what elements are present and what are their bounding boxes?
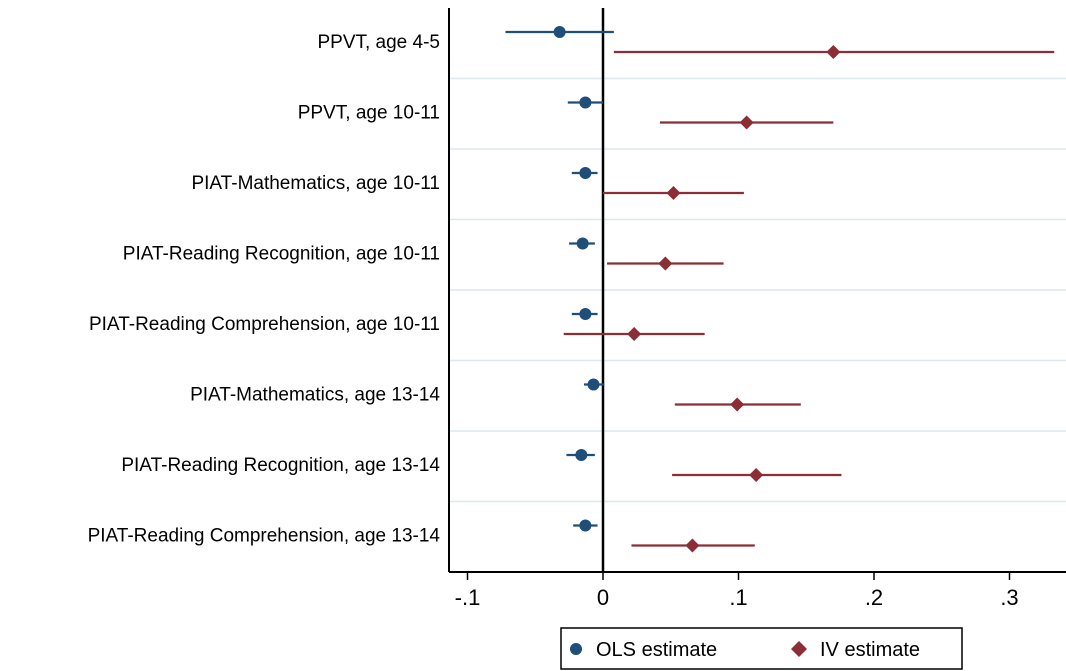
x-tick-label: .2 — [865, 585, 883, 610]
ols-point — [579, 96, 592, 109]
category-labels: PPVT, age 4-5 PPVT, age 10-11 PIAT-Mathema… — [88, 32, 441, 547]
x-tick-label: .1 — [729, 585, 747, 610]
ols-point — [587, 378, 600, 391]
legend-ols-label: OLS estimate — [596, 639, 717, 661]
ols-point — [579, 308, 592, 320]
x-tick-label: -.1 — [455, 585, 481, 610]
x-tick-label: 0 — [597, 585, 609, 610]
category-label: PIAT-Mathematics, age 13-14 — [190, 385, 440, 406]
iv-point — [739, 115, 754, 130]
iv-point — [666, 186, 681, 200]
category-label: PPVT, age 10-11 — [298, 103, 440, 124]
category-label: PIAT-Reading Comprehension, age 13-14 — [88, 526, 441, 547]
ols-point — [579, 519, 592, 532]
legend-box — [560, 627, 963, 670]
iv-point — [749, 468, 764, 482]
gridlines — [449, 77, 1066, 503]
ols-point — [576, 237, 589, 250]
iv-point — [658, 256, 673, 271]
iv-point — [627, 327, 642, 341]
ols-point — [553, 26, 566, 38]
x-tick-labels: -.1 0 .1 .2 .3 — [455, 572, 1019, 610]
legend: OLS estimate IV estimate — [560, 627, 963, 670]
legend-iv-marker — [791, 641, 807, 657]
ols-point — [575, 449, 588, 461]
ols-point — [579, 167, 592, 179]
iv-point — [730, 397, 745, 412]
legend-iv-label: IV estimate — [820, 639, 920, 661]
category-label: PIAT-Reading Comprehension, age 10-11 — [89, 314, 440, 335]
iv-point — [685, 538, 700, 553]
category-label: PIAT-Reading Recognition, age 10-11 — [123, 244, 440, 265]
iv-point — [826, 45, 841, 59]
series — [505, 26, 1055, 553]
axes — [448, 8, 1066, 573]
x-tick-label: .3 — [1000, 585, 1018, 610]
category-label: PPVT, age 4-5 — [317, 32, 440, 53]
category-label: PIAT-Reading Recognition, age 13-14 — [121, 455, 440, 476]
legend-ols-marker — [570, 643, 582, 655]
category-label: PIAT-Mathematics, age 10-11 — [191, 173, 440, 194]
